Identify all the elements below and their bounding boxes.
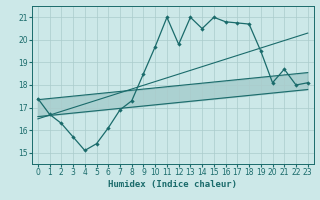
X-axis label: Humidex (Indice chaleur): Humidex (Indice chaleur): [108, 180, 237, 189]
